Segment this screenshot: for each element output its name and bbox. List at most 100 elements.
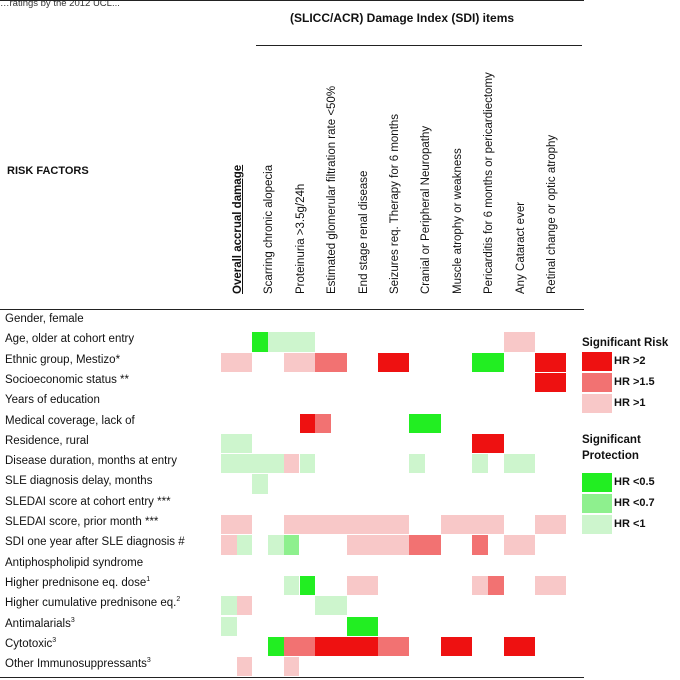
heatmap-cell xyxy=(535,515,567,535)
legend-label: HR <1 xyxy=(614,518,646,530)
risk-factor-text: SLEDAI score at cohort entry *** xyxy=(5,495,171,508)
risk-factor-row-label: SLEDAI score, prior month *** xyxy=(5,516,158,528)
risk-factor-text: SDI one year after SLE diagnosis # xyxy=(5,536,185,549)
risk-factor-text: Medical coverage, lack of xyxy=(5,414,135,427)
risk-factor-text: Antiphospholipid syndrome xyxy=(5,556,144,569)
heatmap-cell xyxy=(472,535,488,555)
heatmap-cell xyxy=(315,413,331,433)
risk-factor-text: Socioeconomic status ** xyxy=(5,373,130,386)
heatmap-cell xyxy=(472,454,488,474)
column-header-label: Estimated glomerular filtration rate <50… xyxy=(326,85,339,294)
column-header-label: End stage renal disease xyxy=(357,170,370,294)
heatmap-cell xyxy=(503,636,535,657)
heatmap-cell xyxy=(409,454,426,474)
legend-swatch xyxy=(582,394,612,413)
heatmap-cell xyxy=(252,332,269,352)
heatmap-cell xyxy=(236,657,253,677)
heatmap-cell xyxy=(535,372,567,393)
heatmap-cell xyxy=(299,413,316,433)
footnote-marker: 3 xyxy=(52,636,57,644)
legend-protection-title-2: Protection xyxy=(582,450,639,462)
heatmap-cell xyxy=(252,474,269,494)
heatmap-cell xyxy=(283,535,300,555)
risk-factor-text: Cytotoxic xyxy=(5,637,53,650)
heatmap-cell xyxy=(268,636,284,657)
risk-factor-row-label: Higher cumulative prednisone eq.2 xyxy=(5,596,181,609)
heatmap-cell xyxy=(268,535,284,555)
column-header-label: Overall accrual damage xyxy=(232,164,244,294)
heatmap-cell xyxy=(299,575,316,596)
legend-risk-title: Significant Risk xyxy=(582,337,669,349)
sdi-title: (SLICC/ACR) Damage Index (SDI) items xyxy=(290,11,515,25)
heatmap-cell xyxy=(346,616,378,636)
heatmap-cell xyxy=(346,636,378,657)
heatmap-cell xyxy=(535,575,567,596)
heatmap-cell xyxy=(283,454,300,474)
heatmap-cell xyxy=(283,515,316,535)
heatmap-cell xyxy=(409,535,441,555)
legend-swatch xyxy=(582,494,612,513)
caption-fragment: …ratings by the 2012 UCL... xyxy=(0,0,120,9)
heatmap-cell xyxy=(221,515,253,535)
risk-factor-text: Other Immunosuppressants xyxy=(5,658,147,671)
heatmap-cell xyxy=(236,596,253,616)
column-header-label: Scarring chronic alopecia xyxy=(263,164,276,294)
risk-factor-text: Age, older at cohort entry xyxy=(5,333,135,346)
risk-factor-text: SLEDAI score, prior month *** xyxy=(5,516,159,528)
heatmap-cell xyxy=(299,454,316,474)
heatmap-cell xyxy=(378,515,410,535)
heatmap-cell xyxy=(221,454,253,474)
risk-factor-row-label: Medical coverage, lack of xyxy=(5,415,135,427)
heatmap-cell xyxy=(472,352,504,372)
heatmap-cell xyxy=(409,413,441,433)
legend-label: HR >2 xyxy=(614,355,646,367)
heatmap-cell xyxy=(268,332,284,352)
heatmap-cell xyxy=(378,535,410,555)
column-header-label: Proteinuria >3.5g/24h xyxy=(294,183,307,294)
heatmap-cell xyxy=(535,352,567,372)
risk-factor-text: Antimalarials xyxy=(5,617,71,630)
heatmap-cell xyxy=(315,352,347,372)
footnote-marker: 2 xyxy=(176,596,181,604)
heatmap-cell xyxy=(221,352,253,372)
risk-factor-row-label: Gender, female xyxy=(5,313,84,325)
risk-factor-row-label: Higher prednisone eq. dose1 xyxy=(5,576,150,589)
heatmap-cell xyxy=(283,332,316,352)
heatmap-cell xyxy=(440,636,473,657)
legend-label: HR >1.5 xyxy=(614,376,655,388)
header-bottom-rule xyxy=(0,309,584,310)
risk-factor-text: Higher prednisone eq. dose xyxy=(5,576,147,589)
risk-factor-row-label: Disease duration, months at entry xyxy=(5,455,177,467)
legend-protection-title-1: Significant xyxy=(582,434,641,446)
risk-factor-text: Disease duration, months at entry xyxy=(5,455,177,468)
legend-swatch xyxy=(582,352,612,371)
column-header-label: Pericarditis for 6 months or pericardiec… xyxy=(483,72,496,294)
column-header-label: Cranial or Peripheral Neuropathy xyxy=(420,125,433,294)
heatmap-cell xyxy=(346,515,378,535)
sdi-underline xyxy=(256,45,582,46)
heatmap-cell xyxy=(472,515,504,535)
risk-factor-row-label: Age, older at cohort entry xyxy=(5,333,134,345)
risk-factor-row-label: Antimalarials3 xyxy=(5,617,75,630)
heatmap-cell xyxy=(221,535,237,555)
top-rule xyxy=(0,0,584,1)
legend-label: HR >1 xyxy=(614,397,646,409)
bottom-rule xyxy=(0,677,584,678)
legend-label: HR <0.5 xyxy=(614,476,655,488)
heatmap-cell xyxy=(472,433,504,454)
heatmap-cell xyxy=(315,636,347,657)
risk-factor-row-label: SLEDAI score at cohort entry *** xyxy=(5,496,171,508)
heatmap-cell xyxy=(487,575,504,596)
heatmap-cell xyxy=(503,535,535,555)
heatmap-cell xyxy=(236,535,253,555)
risk-factors-heading: RISK FACTORS xyxy=(7,165,89,177)
heatmap-cell xyxy=(440,515,473,535)
heatmap-cell xyxy=(221,433,253,454)
column-header-label: Muscle atrophy or weakness xyxy=(451,148,464,294)
risk-factor-row-label: Socioeconomic status ** xyxy=(5,374,129,386)
heatmap-cell xyxy=(283,636,316,657)
risk-factor-row-label: Ethnic group, Mestizo* xyxy=(5,354,120,366)
heatmap-cell xyxy=(283,575,300,596)
column-header-label: Retinal change or optic atrophy xyxy=(546,134,558,294)
legend-label: HR <0.7 xyxy=(614,497,655,509)
